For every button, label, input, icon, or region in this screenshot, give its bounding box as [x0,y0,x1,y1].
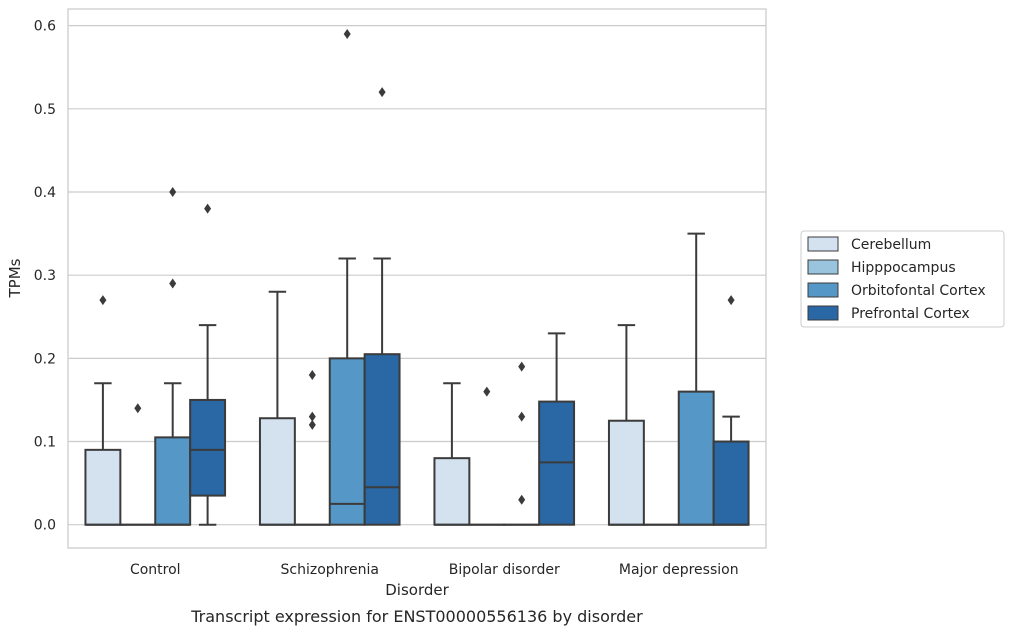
box-cerebellum [607,324,645,526]
outlier-point [343,28,351,39]
box-iqr [363,353,401,526]
y-tick-label: 0.2 [34,351,56,367]
box-prefrontal-cortex [712,295,750,526]
box-cerebellum [258,290,296,526]
box-iqr [607,419,645,526]
box-prefrontal-cortex [363,87,401,526]
legend-label: Prefrontal Cortex [851,306,970,322]
outlier-point [169,278,177,289]
x-tick-label: Major depression [619,562,739,578]
outlier-point [308,369,316,380]
chart-caption: Transcript expression for ENST0000055613… [190,607,643,626]
outlier-point [727,295,735,306]
x-tick-label: Bipolar disorder [449,562,560,578]
box-cerebellum [433,382,471,526]
box-iqr [677,390,715,526]
box-prefrontal-cortex [189,203,227,526]
box-prefrontal-cortex [538,332,576,526]
y-tick-labels: 0.0 0.1 0.2 0.3 0.4 0.5 0.6 [34,19,56,534]
legend-label: Hipppocampus [851,260,956,276]
box-iqr [258,417,296,526]
legend-swatch [807,236,839,252]
legend-swatch [807,305,839,321]
x-tick-label: Control [130,562,181,578]
outlier-point [518,361,526,372]
plot-frame [67,8,767,549]
legend-items: Cerebellum Hipppocampus Orbitofontal Corte… [807,236,986,322]
box-orbitofontal-cortex [154,186,192,526]
legend-frame [800,230,1005,328]
outlier-point [308,411,316,422]
box-iqr [712,440,750,526]
outlier-point [483,386,491,397]
outlier-point [518,411,526,422]
box-iqr [189,398,227,497]
box-cerebellum [84,295,122,526]
outlier-point [169,186,177,197]
box-iqr [154,436,192,526]
legend: Cerebellum Hipppocampus Orbitofontal Corte… [800,230,1005,328]
legend-label: Cerebellum [851,237,931,253]
y-tick-label: 0.5 [34,102,56,118]
legend-swatch [807,259,839,275]
box-groups [84,28,750,526]
box-iqr [328,357,366,526]
box-hipppocampus [293,369,331,526]
y-tick-label: 0.3 [34,268,56,284]
outlier-point [378,87,386,98]
outlier-point [134,403,142,414]
outlier-point [99,295,107,306]
legend-label: Orbitofontal Cortex [851,283,986,299]
y-tick-label: 0.6 [34,19,56,35]
legend-swatch [807,282,839,298]
box-orbitofontal-cortex [328,28,366,526]
outlier-point [308,419,316,430]
outlier-point [518,494,526,505]
outlier-point [204,203,212,214]
box-iqr [433,457,471,526]
y-tick-label: 0.0 [34,518,56,534]
y-tick-label: 0.1 [34,435,56,451]
box-orbitofontal-cortex [503,361,541,526]
y-axis-label: TPMs [6,258,24,298]
y-tick-label: 0.4 [34,185,56,201]
x-tick-label: Schizophrenia [281,562,379,578]
x-tick-labels: Control Schizophrenia Bipolar disorder Majo… [130,562,739,578]
box-iqr [84,448,122,526]
x-axis-label: Disorder [385,581,449,599]
box-orbitofontal-cortex [677,232,715,526]
